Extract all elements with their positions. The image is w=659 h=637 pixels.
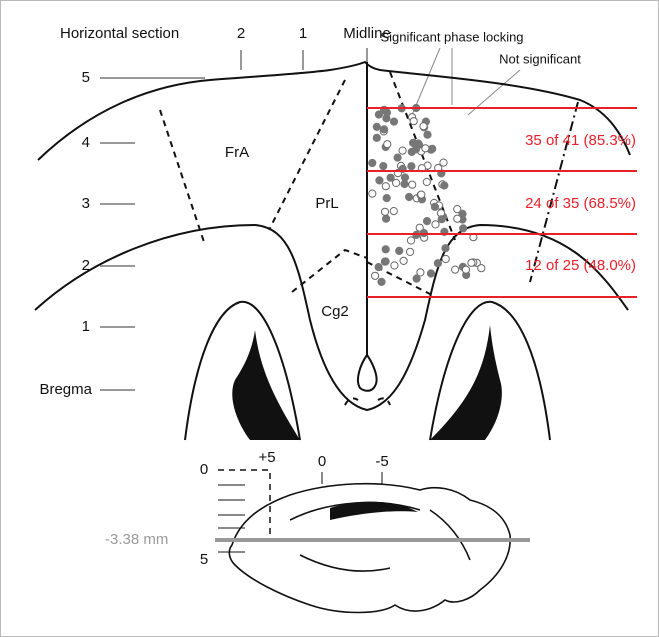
depth-label: 5 — [200, 551, 208, 568]
cell-significant — [376, 177, 383, 184]
boundary — [530, 102, 578, 282]
cell-not-significant — [390, 208, 397, 215]
cell-significant — [394, 154, 401, 161]
boundary — [160, 110, 205, 245]
cell-significant — [383, 109, 390, 116]
cell-not-significant — [407, 248, 414, 255]
cell-not-significant — [442, 255, 449, 262]
cell-significant — [441, 182, 448, 189]
cell-significant — [412, 146, 419, 153]
depth-label: 0 — [200, 461, 208, 478]
cell-significant — [373, 134, 380, 141]
region-label: FrA — [225, 144, 249, 161]
cell-significant — [434, 260, 441, 267]
legend-ns: Not significant — [499, 51, 581, 66]
cell-significant — [383, 195, 390, 202]
cell-significant — [406, 193, 413, 200]
boundary — [292, 250, 367, 292]
band-label: 12 of 25 (48.0%) — [525, 257, 636, 274]
legend-sig: Significant phase locking — [380, 29, 523, 44]
cell-significant — [408, 163, 415, 170]
cell-significant — [396, 247, 403, 254]
midline — [358, 62, 377, 391]
cell-significant — [413, 275, 420, 282]
cell-significant — [442, 245, 449, 252]
cell-significant — [380, 163, 387, 170]
section-title: Horizontal section — [60, 25, 179, 42]
cell-significant — [459, 210, 466, 217]
section-label: 2 — [237, 25, 245, 42]
cell-not-significant — [420, 123, 427, 130]
cell-significant — [427, 270, 434, 277]
cell-significant — [438, 216, 445, 223]
cell-not-significant — [384, 141, 391, 148]
cell-not-significant — [462, 266, 469, 273]
cell-significant — [401, 180, 408, 187]
cell-not-significant — [382, 183, 389, 190]
cell-not-significant — [422, 145, 429, 152]
level-label: Bregma — [39, 381, 92, 398]
cell-significant — [423, 218, 430, 225]
sagittal-detail — [290, 503, 470, 572]
ap-label: -5 — [375, 453, 388, 470]
section-label: 1 — [299, 25, 307, 42]
cell-significant — [382, 246, 389, 253]
cell-not-significant — [452, 266, 459, 273]
cell-significant — [381, 126, 388, 133]
cell-significant — [424, 131, 431, 138]
cell-significant — [373, 123, 380, 130]
cell-not-significant — [391, 262, 398, 269]
cells — [369, 104, 485, 285]
cell-not-significant — [418, 191, 425, 198]
cell-significant — [390, 118, 397, 125]
ventricle-right — [430, 325, 502, 440]
level-label: 3 — [82, 195, 90, 212]
cell-not-significant — [410, 118, 417, 125]
cell-significant — [369, 159, 376, 166]
figure: Horizontal section 2 1 Midline Significa… — [0, 0, 659, 637]
band-label: 35 of 41 (85.3%) — [525, 132, 636, 149]
level-label: 5 — [82, 69, 90, 86]
cell-not-significant — [423, 178, 430, 185]
region-label: Cg2 — [321, 303, 349, 320]
cell-significant — [387, 174, 394, 181]
level-label: 4 — [82, 134, 90, 151]
cell-not-significant — [372, 272, 379, 279]
inset-box — [218, 470, 270, 540]
ventricle-left — [232, 330, 300, 440]
level-label: 1 — [82, 318, 90, 335]
cell-not-significant — [369, 190, 376, 197]
cell-not-significant — [409, 181, 416, 188]
cell-significant — [460, 225, 467, 232]
cell-significant — [375, 264, 382, 271]
cell-not-significant — [432, 221, 439, 228]
cell-significant — [383, 215, 390, 222]
band-label: 24 of 35 (68.5%) — [525, 195, 636, 212]
cell-not-significant — [399, 147, 406, 154]
cell-significant — [375, 111, 382, 118]
section-depth: -3.38 mm — [105, 531, 168, 548]
cell-not-significant — [478, 265, 485, 272]
cell-not-significant — [468, 259, 475, 266]
cell-significant — [431, 203, 438, 210]
cell-not-significant — [400, 257, 407, 264]
ap-label: 0 — [318, 453, 326, 470]
ap-label: +5 — [258, 449, 275, 466]
cell-not-significant — [407, 237, 414, 244]
cell-not-significant — [381, 208, 388, 215]
region-label: PrL — [315, 195, 338, 212]
cell-significant — [382, 258, 389, 265]
cell-significant — [378, 278, 385, 285]
